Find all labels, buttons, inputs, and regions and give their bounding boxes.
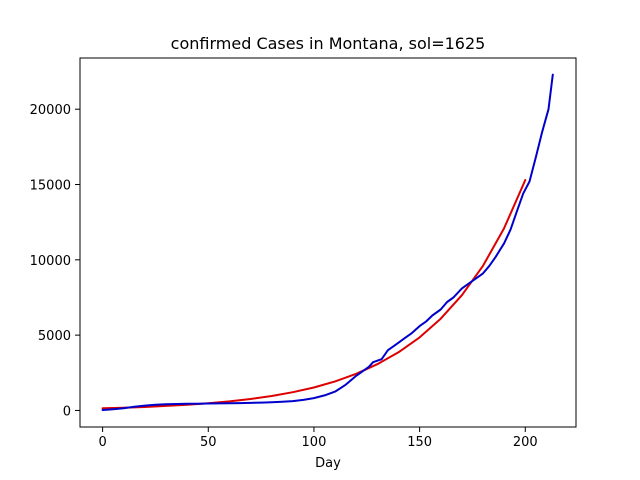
axes-layer: 0 50 100 150 200 0 5000 10000 15000 20000 — [30, 57, 577, 450]
x-tick-label: 200 — [513, 435, 538, 450]
x-tick-label: 100 — [302, 435, 327, 450]
y-tick-label: 15000 — [30, 179, 71, 194]
x-tick-label: 50 — [200, 435, 217, 450]
x-tick-label: 0 — [98, 435, 106, 450]
y-tick-label: 20000 — [30, 103, 71, 118]
y-tick-label: 10000 — [30, 254, 71, 269]
plot-frame — [79, 57, 577, 428]
series-layer — [101, 73, 554, 411]
y-tick-label: 5000 — [38, 329, 71, 344]
series-line-1 — [101, 179, 527, 410]
series-line-2 — [101, 73, 554, 411]
x-tick-label: 150 — [407, 435, 432, 450]
x-axis-label: Day — [315, 456, 341, 471]
y-tick-label: 0 — [63, 404, 71, 419]
chart-title: confirmed Cases in Montana, sol=1625 — [171, 34, 486, 53]
